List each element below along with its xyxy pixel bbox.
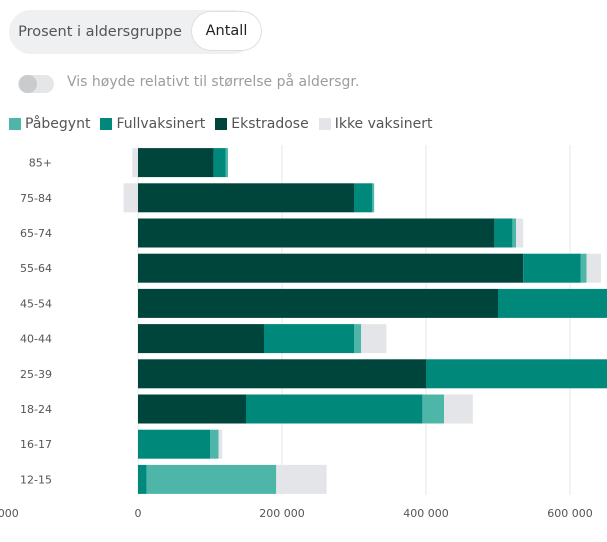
bar-segment-fullvaksinert [213, 148, 226, 178]
bar-segment-fullvaksinert [138, 464, 147, 494]
y-tick-label: 65-74 [20, 227, 52, 240]
bar-segment-ekstradose [138, 148, 214, 178]
y-tick-label: 45-54 [20, 297, 52, 310]
legend-label: Fullvaksinert [116, 116, 206, 132]
bar-segment-fullvaksinert [354, 183, 372, 213]
bar-segment-ikke-vaksinert [361, 324, 387, 354]
legend-label: Ekstradose [231, 116, 309, 132]
y-tick-label: 25-39 [20, 368, 52, 381]
legend-item-ekstradose[interactable]: Ekstradose [215, 114, 309, 134]
y-tick-label: 16-17 [20, 438, 52, 451]
bar-segment-p-begynt [422, 394, 444, 424]
bar-segment-p-begynt [372, 183, 375, 213]
bar-segment-ikke-vaksinert [276, 464, 327, 494]
switch-knob [19, 75, 37, 93]
bar-segment-ekstradose [138, 218, 495, 248]
bar-segment-ekstradose [138, 324, 264, 354]
y-tick-label: 18-24 [20, 403, 52, 416]
bar-segment-fullvaksinert [494, 218, 513, 248]
legend-label: Ikke vaksinert [334, 116, 433, 132]
x-tick-label: 0 [135, 507, 142, 520]
legend-item-fullvaksinert[interactable]: Fullvaksinert [100, 114, 205, 134]
bar-segment-ikke-vaksinert [444, 394, 473, 424]
y-tick-label: 12-15 [20, 473, 52, 486]
legend-swatch [100, 118, 113, 130]
bar-segment-p-begynt [512, 218, 516, 248]
relative-height-label: Vis høyde relativt til størrelse på alde… [67, 74, 360, 90]
x-tick-label: 600 000 [547, 507, 593, 520]
relative-height-switch[interactable] [18, 75, 54, 93]
bar-segment-p-begynt [354, 324, 362, 354]
bar-segment-ekstradose [138, 288, 498, 318]
bar-segment-fullvaksinert [426, 359, 607, 389]
bar-segment-fullvaksinert [138, 429, 210, 459]
view-mode-toggle-group: Prosent i aldersgruppe Antall [9, 10, 261, 54]
legend-item-ikke-vaksinert[interactable]: Ikke vaksinert [318, 114, 433, 134]
y-tick-label: 85+ [29, 157, 52, 170]
bar-segment-ekstradose [138, 253, 524, 283]
bar-segment-fullvaksinert [246, 394, 423, 424]
bar-segment-fullvaksinert [523, 253, 581, 283]
legend-swatch [9, 118, 21, 130]
bar-segment-fullvaksinert [264, 324, 354, 354]
chart-legend: Påbegynt Fullvaksinert Ekstradose Ikke v… [9, 114, 437, 134]
legend-swatch [215, 118, 228, 130]
bar-segment-p-begynt [580, 253, 587, 283]
x-tick-label: 400 000 [403, 507, 449, 520]
bar-segment-ekstradose [138, 394, 246, 424]
bar-segment-fullvaksinert [498, 288, 607, 318]
bar-segment-ikke-vaksinert [123, 183, 138, 213]
bar-segment-p-begynt [225, 148, 228, 178]
x-tick-label: 200 000 [259, 507, 305, 520]
bar-segment-ikke-vaksinert [218, 429, 223, 459]
x-tick-label: -200 000 [0, 507, 19, 520]
percent-option-button[interactable]: Prosent i aldersgruppe [18, 24, 182, 40]
legend-item-pabegynt[interactable]: Påbegynt [9, 114, 90, 134]
bar-segment-p-begynt [210, 429, 219, 459]
bar-segment-ikke-vaksinert [516, 218, 524, 248]
bar-segment-p-begynt [146, 464, 277, 494]
bar-segment-ekstradose [138, 359, 426, 389]
bar-segment-ikke-vaksinert [132, 148, 138, 178]
legend-swatch [318, 118, 331, 130]
legend-label: Påbegynt [25, 116, 91, 132]
y-tick-label: 40-44 [20, 333, 52, 346]
count-option-button[interactable]: Antall [192, 12, 261, 50]
y-tick-label: 55-64 [20, 262, 52, 275]
y-tick-label: 75-84 [20, 192, 52, 205]
bar-segment-ekstradose [138, 183, 354, 213]
bar-segment-ikke-vaksinert [586, 253, 601, 283]
